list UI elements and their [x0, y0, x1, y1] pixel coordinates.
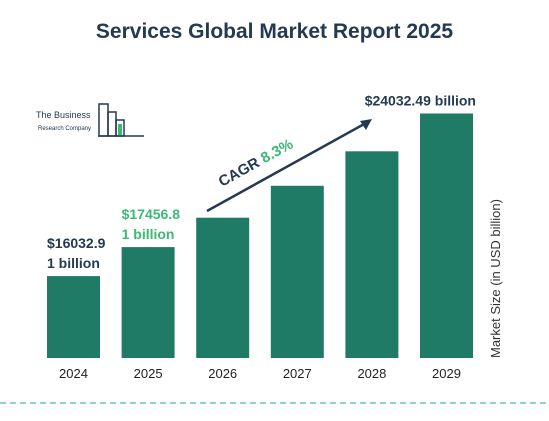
bar-2024: [47, 276, 100, 358]
x-tick-2029: 2029: [432, 366, 461, 381]
logo-name: The Business: [36, 110, 91, 120]
data-label-line: 1 billion: [122, 226, 175, 242]
bar-2028: [345, 151, 399, 358]
cagr-arrow-line: [206, 121, 367, 213]
cagr-arrow-head-icon: [360, 119, 372, 130]
x-tick-2024: 2024: [59, 366, 88, 381]
cagr-prefix: CAGR: [216, 152, 267, 190]
data-label-line: $24032.49 billion: [365, 93, 476, 109]
cagr-value: 8.3%: [258, 136, 296, 167]
logo-subtitle: Research Company: [38, 126, 91, 132]
chart-title: Services Global Market Report 2025: [95, 20, 454, 43]
y-axis-label: Market Size (in USD billion): [488, 199, 503, 358]
bar-2025: [121, 247, 175, 358]
x-tick-2027: 2027: [283, 366, 312, 381]
data-label-line: $17456.8: [122, 206, 181, 222]
x-tick-2028: 2028: [357, 366, 386, 381]
bar-2027: [270, 185, 324, 358]
bar-2029: [420, 113, 473, 358]
x-tick-2026: 2026: [208, 366, 237, 381]
cagr-label: CAGR 8.3%: [216, 136, 296, 191]
bars-group: [47, 113, 473, 358]
x-tick-2025: 2025: [134, 366, 163, 381]
data-label-2025: $17456.8 1 billion: [122, 206, 181, 242]
data-label-line: 1 billion: [47, 255, 100, 271]
data-label-2029: $24032.49 billion: [365, 93, 476, 109]
data-label-line: $16032.9: [47, 235, 106, 251]
x-axis-ticks: 2024 2025 2026 2027 2028 2029: [59, 366, 461, 381]
company-logo: The Business Research Company: [36, 103, 144, 137]
data-label-2024: $16032.9 1 billion: [47, 235, 106, 271]
data-labels: $16032.9 1 billion $17456.8 1 billion $24032…: [47, 93, 476, 272]
bar-2026: [196, 217, 250, 358]
logo-accent-icon: [118, 124, 122, 136]
